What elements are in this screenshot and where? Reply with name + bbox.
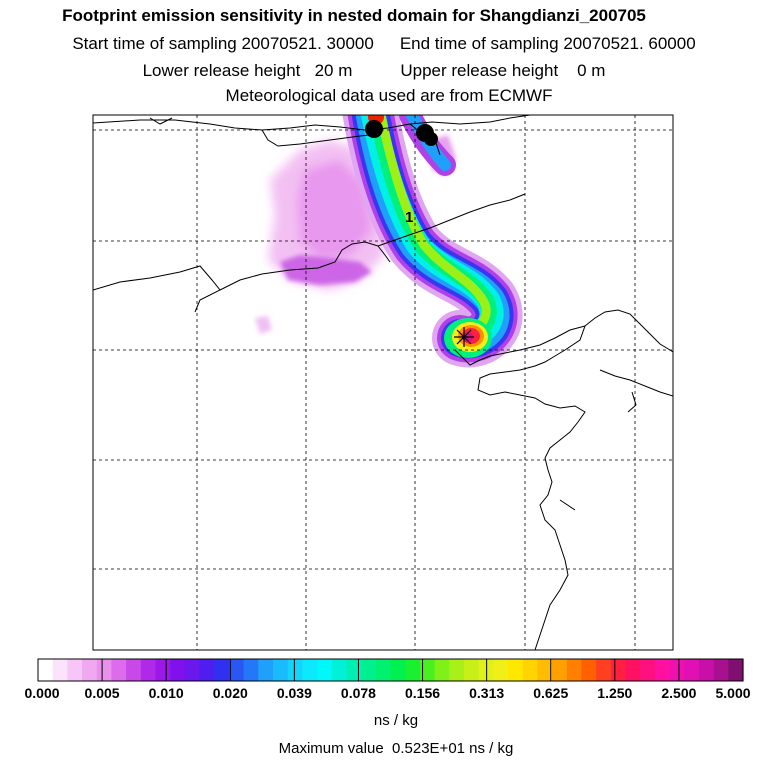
colorbar-cell	[537, 659, 553, 681]
end-label: End time of sampling	[399, 34, 559, 53]
sampling-times: Start time of sampling 20070521. 30000 En…	[0, 34, 768, 54]
colorbar-cell	[654, 659, 671, 681]
colorbar-tick-label: 2.500	[661, 685, 697, 701]
colorbar-cell	[375, 659, 392, 681]
coastlines	[93, 115, 673, 650]
plot-title: Footprint emission sensitivity in nested…	[62, 6, 646, 25]
colorbar-cell	[361, 659, 377, 681]
colorbar-cell	[713, 659, 729, 681]
colorbar-cell	[140, 659, 157, 681]
colorbar-cell	[243, 659, 259, 681]
map-area: 1	[93, 115, 673, 650]
colorbar-cell	[625, 659, 641, 681]
map-grid	[93, 115, 673, 650]
colorbar-cell	[640, 659, 656, 681]
max-label: Maximum value	[278, 740, 384, 757]
colorbar-cell	[287, 659, 303, 681]
colorbar-cell	[434, 659, 450, 681]
release-markers	[365, 115, 438, 146]
max-value: 0.523E+01 ns / kg	[392, 740, 514, 757]
colorbar-tick-label: 5.000	[715, 685, 751, 701]
footprint-plume	[342, 115, 523, 368]
colorbar-cells	[38, 659, 744, 681]
colorbar-units: ns / kg	[373, 712, 419, 729]
colorbar-cell	[331, 659, 348, 681]
colorbar-cell	[522, 659, 538, 681]
colorbar-cell	[596, 659, 612, 681]
colorbar-cell	[419, 659, 436, 681]
colorbar-cell	[170, 659, 186, 681]
colorbar-cell	[552, 659, 568, 681]
colorbar-cell	[126, 659, 142, 681]
contour-label: 1	[405, 209, 413, 226]
colorbar-cell	[508, 659, 524, 681]
colorbar-cell	[463, 659, 480, 681]
colorbar-cell	[669, 659, 685, 681]
colorbar-tick-label: 0.039	[276, 685, 312, 701]
colorbar-cell	[317, 659, 333, 681]
colorbar-cell	[52, 659, 68, 681]
colorbar-cell	[566, 659, 583, 681]
upper-label: Upper release height	[400, 61, 559, 80]
colorbar-cell	[155, 659, 171, 681]
colorbar-cell	[258, 659, 274, 681]
colorbar-cell	[228, 659, 245, 681]
colorbar-tick-label: 0.313	[469, 685, 505, 701]
maximum-value: Maximum value 0.523E+01 ns / kg	[12, 740, 768, 757]
met-note: Meteorological data used are from ECMWF	[225, 86, 553, 105]
colorbar-tick-label: 0.000	[24, 685, 60, 701]
start-label: Start time of sampling	[72, 34, 237, 53]
colorbar-cell	[346, 659, 362, 681]
colorbar-cell	[581, 659, 597, 681]
end-value: 20070521. 60000	[563, 34, 696, 53]
colorbar-tick-label: 0.078	[340, 685, 376, 701]
colorbar-frame	[37, 658, 744, 682]
colorbar-cell	[684, 659, 700, 681]
colorbar-cell	[273, 659, 289, 681]
colorbar-tick-label: 0.005	[84, 685, 120, 701]
colorbar-cell	[405, 659, 421, 681]
colorbar-tick-label: 1.250	[597, 685, 633, 701]
colorbar-cell	[449, 659, 465, 681]
lower-value: 20 m	[314, 61, 353, 80]
map-frame	[92, 114, 674, 651]
asterisk-icon	[454, 327, 474, 347]
colorbar-cell	[96, 659, 113, 681]
colorbar-cell	[214, 659, 230, 681]
black-dot-marker-1	[365, 120, 383, 138]
colorbar-tick-label: 0.625	[533, 685, 569, 701]
colorbar-cell	[82, 659, 98, 681]
start-value: 20070521. 30000	[241, 34, 374, 53]
colorbar-cell	[390, 659, 406, 681]
colorbar-cell	[493, 659, 509, 681]
colorbar-tick-label: 0.156	[405, 685, 441, 701]
colorbar-tick-label: 0.010	[148, 685, 184, 701]
colorbar-cell	[184, 659, 201, 681]
colorbar-cell	[38, 659, 54, 681]
colorbar-cell	[111, 659, 127, 681]
colorbar-cell	[698, 659, 715, 681]
release-heights: Lower release height 20 m Upper release h…	[0, 61, 758, 81]
upper-value: 0 m	[577, 61, 606, 80]
colorbar-cell	[728, 659, 744, 681]
colorbar-cell	[610, 659, 627, 681]
colorbar-cell	[67, 659, 83, 681]
lower-label: Lower release height	[142, 61, 301, 80]
colorbar-cell	[302, 659, 318, 681]
colorbar-cell	[199, 659, 215, 681]
colorbar-tick-label: 0.020	[212, 685, 248, 701]
